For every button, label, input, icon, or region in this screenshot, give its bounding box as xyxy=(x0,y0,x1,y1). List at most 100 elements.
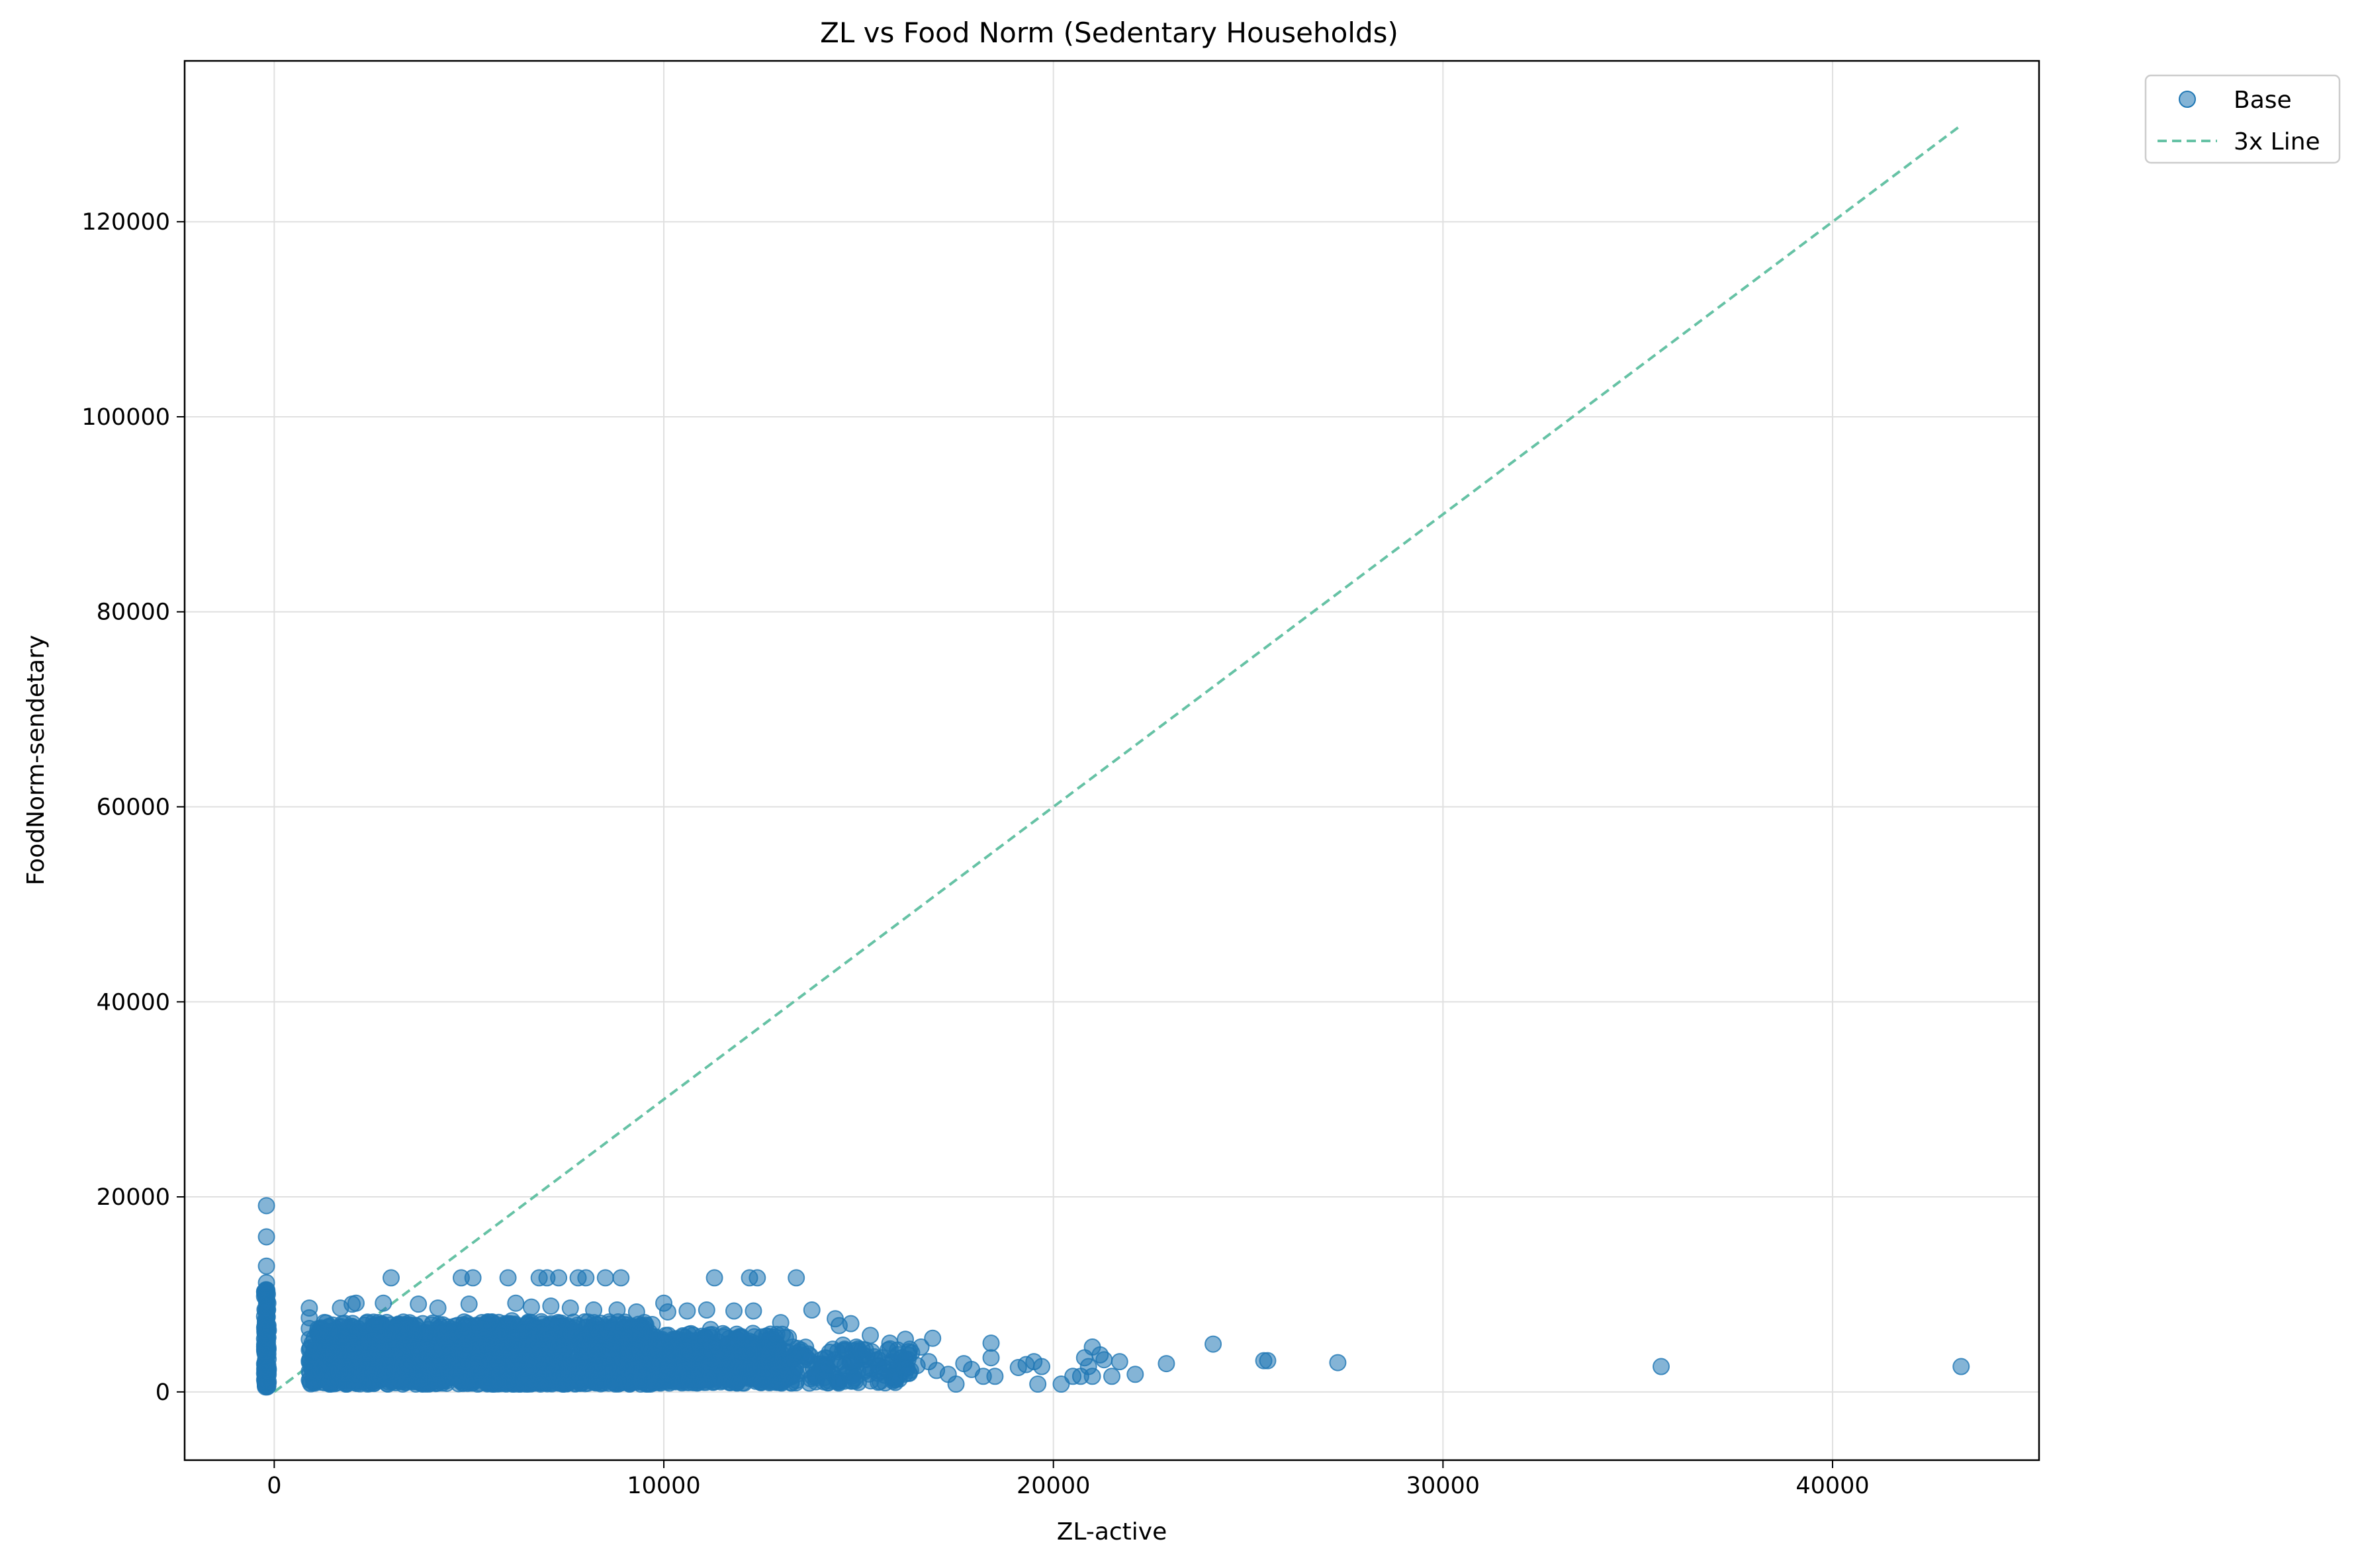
data-point xyxy=(1126,1366,1144,1383)
data-point xyxy=(947,1375,965,1393)
data-point xyxy=(745,1302,762,1320)
data-point xyxy=(1111,1353,1128,1371)
data-point xyxy=(257,1228,275,1246)
data-point xyxy=(862,1372,880,1390)
data-point xyxy=(417,1344,435,1362)
y-tick-label: 120000 xyxy=(81,209,170,236)
data-point xyxy=(803,1301,821,1319)
data-point xyxy=(546,1357,564,1375)
y-tick-label: 40000 xyxy=(97,989,170,1016)
data-point xyxy=(581,1370,599,1387)
data-point xyxy=(647,1372,665,1389)
data-point xyxy=(355,1368,373,1386)
data-point xyxy=(749,1269,766,1287)
plot-area-frame xyxy=(183,60,2040,1461)
data-point xyxy=(1103,1368,1120,1385)
data-point xyxy=(561,1299,579,1317)
data-point xyxy=(363,1332,381,1350)
data-point xyxy=(464,1269,482,1287)
data-point xyxy=(1205,1335,1222,1353)
data-point xyxy=(456,1368,474,1385)
data-point xyxy=(340,1346,357,1364)
data-point xyxy=(402,1332,420,1350)
data-point xyxy=(257,1257,275,1275)
data-point xyxy=(912,1338,930,1356)
data-point xyxy=(608,1301,626,1319)
data-point xyxy=(682,1360,700,1377)
data-point xyxy=(801,1370,819,1387)
data-point xyxy=(829,1373,846,1391)
data-point xyxy=(1033,1358,1051,1375)
data-point xyxy=(472,1336,490,1354)
data-point xyxy=(986,1368,1004,1385)
data-point xyxy=(257,1197,275,1215)
data-point xyxy=(550,1269,568,1287)
data-point xyxy=(924,1329,942,1347)
data-point xyxy=(549,1335,567,1353)
data-point xyxy=(1653,1358,1670,1375)
data-point xyxy=(390,1318,408,1336)
data-point xyxy=(324,1358,341,1376)
data-point xyxy=(433,1357,451,1375)
data-point xyxy=(503,1312,521,1330)
data-point xyxy=(666,1339,684,1357)
data-point xyxy=(631,1321,649,1339)
data-point xyxy=(784,1366,801,1384)
data-point xyxy=(705,1339,723,1357)
data-point xyxy=(982,1334,1000,1352)
data-point xyxy=(862,1327,880,1344)
data-point xyxy=(596,1269,614,1287)
data-point xyxy=(460,1295,478,1313)
x-tick-label: 20000 xyxy=(1017,1473,1090,1499)
data-point xyxy=(549,1315,567,1333)
data-point xyxy=(1952,1358,1970,1375)
data-point xyxy=(826,1351,844,1369)
data-point xyxy=(846,1370,864,1387)
x-tick-label: 10000 xyxy=(627,1473,700,1499)
data-point xyxy=(725,1302,743,1320)
data-point xyxy=(600,1362,617,1380)
grid-layer xyxy=(185,61,2039,1460)
data-point xyxy=(499,1269,517,1287)
data-point xyxy=(410,1295,428,1313)
data-point xyxy=(429,1299,447,1317)
data-point xyxy=(850,1342,868,1360)
data-point xyxy=(487,1354,505,1372)
data-point xyxy=(885,1368,903,1386)
data-point xyxy=(908,1357,926,1375)
legend: Base 3x Line xyxy=(2144,74,2341,164)
data-point xyxy=(881,1334,899,1352)
data-point xyxy=(612,1269,630,1287)
data-point xyxy=(1095,1351,1113,1369)
data-point xyxy=(897,1330,915,1348)
data-point xyxy=(659,1303,676,1321)
data-point xyxy=(402,1372,420,1390)
data-point xyxy=(788,1269,805,1287)
data-point xyxy=(582,1335,600,1353)
data-point xyxy=(1052,1375,1070,1393)
data-point xyxy=(705,1269,723,1287)
data-point xyxy=(467,1317,485,1334)
data-point xyxy=(542,1297,560,1315)
data-point xyxy=(698,1301,715,1319)
data-point xyxy=(382,1362,400,1379)
data-point xyxy=(834,1336,852,1354)
data-point xyxy=(507,1294,525,1312)
data-point xyxy=(257,1370,275,1388)
data-point xyxy=(616,1358,634,1375)
data-point xyxy=(515,1368,533,1386)
y-tick-label: 20000 xyxy=(97,1184,170,1211)
legend-line-label: 3x Line xyxy=(2234,128,2320,155)
data-point xyxy=(627,1303,645,1321)
data-point xyxy=(747,1372,764,1390)
y-axis-label: FoodNorm-sendetary xyxy=(23,635,50,886)
data-point xyxy=(538,1374,556,1392)
y-tick-label: 80000 xyxy=(97,599,170,626)
data-point xyxy=(768,1325,786,1343)
y-tick-label: 60000 xyxy=(97,795,170,821)
legend-base-marker xyxy=(2179,91,2196,108)
y-tick-label: 0 xyxy=(156,1379,170,1406)
